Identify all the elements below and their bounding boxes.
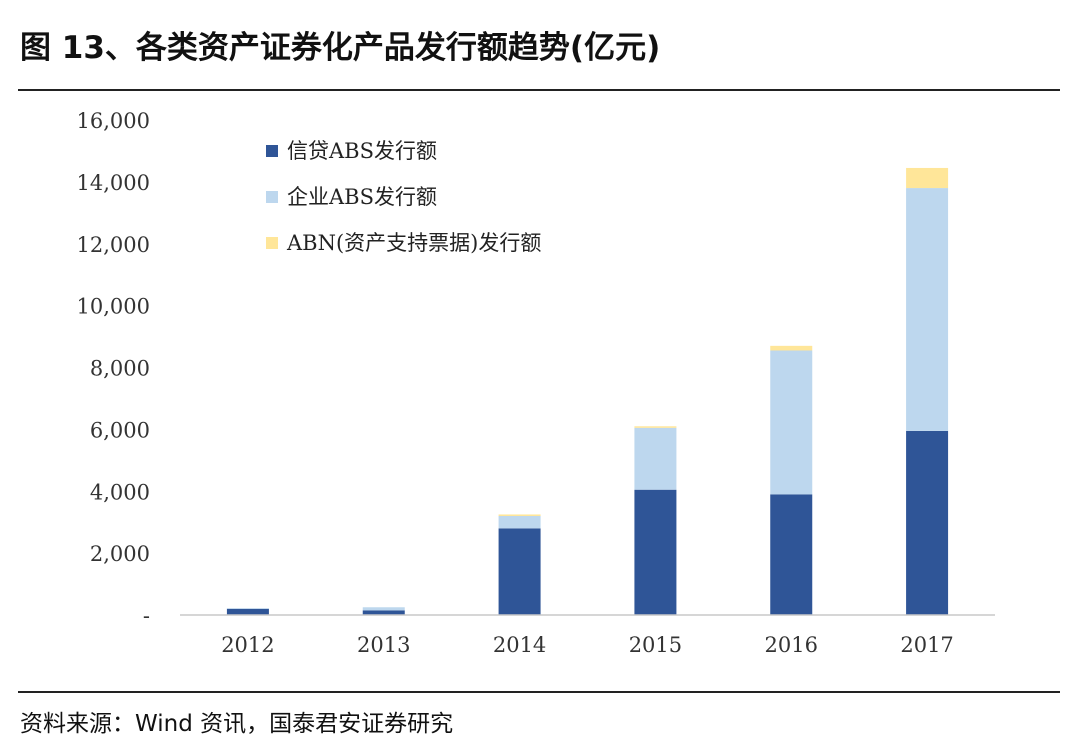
legend-swatch bbox=[266, 191, 278, 203]
legend-label: 企业ABS发行额 bbox=[287, 185, 437, 209]
x-tick-label: 2012 bbox=[221, 633, 274, 657]
bar-segment-2016-series-3 bbox=[770, 345, 813, 351]
bar-segment-2017-series-3 bbox=[906, 167, 949, 189]
x-tick-label: 2016 bbox=[765, 633, 818, 657]
y-tick-label: 16,000 bbox=[77, 109, 150, 133]
y-tick-label: 6,000 bbox=[90, 418, 150, 442]
y-tick-label: 2,000 bbox=[90, 542, 150, 566]
figure-title: 图 13、各类资产证券化产品发行额趋势(亿元) bbox=[20, 30, 661, 66]
bottom-rule bbox=[18, 691, 1060, 693]
bar-segment-2015-series-1 bbox=[634, 489, 677, 615]
x-axis-tick-labels: 2012 2013 2014 2015 2016 2017 bbox=[221, 633, 954, 657]
y-tick-label: 4,000 bbox=[90, 480, 150, 504]
y-tick-label: 10,000 bbox=[77, 295, 150, 319]
bar-segment-2013-series-1 bbox=[362, 610, 405, 615]
bar-segment-2014-series-3 bbox=[498, 514, 541, 516]
y-tick-label: 8,000 bbox=[90, 357, 150, 381]
bar-segment-2015-series-3 bbox=[634, 426, 677, 428]
x-tick-label: 2013 bbox=[357, 633, 410, 657]
legend-swatch bbox=[266, 237, 278, 249]
x-tick-label: 2014 bbox=[493, 633, 546, 657]
x-tick-label: 2015 bbox=[629, 633, 682, 657]
bar-segment-2012-series-1 bbox=[226, 608, 269, 615]
bar-segment-2015-series-2 bbox=[634, 427, 677, 490]
legend-swatch bbox=[266, 145, 278, 157]
bar-segment-2016-series-2 bbox=[770, 350, 813, 495]
x-tick-label: 2017 bbox=[900, 633, 953, 657]
bar-segment-2014-series-1 bbox=[498, 528, 541, 615]
bar-stacks bbox=[226, 167, 949, 615]
bar-segment-2014-series-2 bbox=[498, 516, 541, 529]
top-rule bbox=[18, 89, 1060, 91]
stacked-bar-chart: - 2,000 4,000 6,000 8,000 10,000 12,000 14,000 1… bbox=[77, 109, 995, 657]
source-note: 资料来源：Wind 资讯，国泰君安证券研究 bbox=[20, 711, 454, 737]
bar-segment-2012-series-2 bbox=[226, 608, 269, 609]
bar-segment-2013-series-2 bbox=[362, 607, 405, 611]
y-tick-label: 14,000 bbox=[77, 171, 150, 195]
y-tick-label: 12,000 bbox=[77, 233, 150, 257]
legend-label: ABN(资产支持票据)发行额 bbox=[286, 231, 541, 255]
bar-segment-2017-series-1 bbox=[906, 430, 949, 615]
y-axis-tick-labels: - 2,000 4,000 6,000 8,000 10,000 12,000 14,000 1… bbox=[77, 109, 150, 628]
legend-label: 信贷ABS发行额 bbox=[287, 139, 437, 163]
bar-segment-2016-series-1 bbox=[770, 494, 813, 615]
bar-segment-2017-series-2 bbox=[906, 188, 949, 431]
y-tick-label: - bbox=[143, 604, 150, 628]
